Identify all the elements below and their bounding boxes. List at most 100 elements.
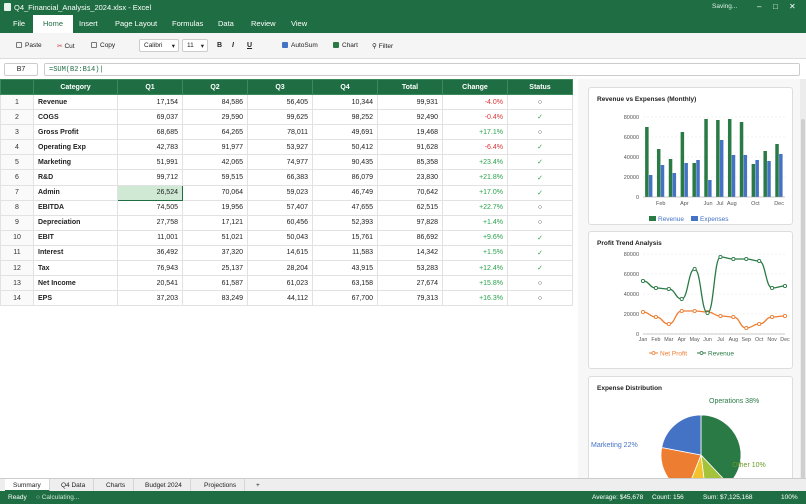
point-net-profit-sep[interactable] [744, 325, 749, 331]
total-cell[interactable]: 79,313 [377, 290, 443, 307]
q3-cell[interactable]: 14,615 [247, 244, 313, 262]
point-net-profit-oct[interactable] [757, 321, 762, 327]
q2-cell[interactable]: 83,249 [182, 290, 248, 307]
bar-revenue-feb[interactable] [656, 149, 661, 197]
total-cell[interactable]: 91,628 [377, 139, 443, 156]
change-cell[interactable]: +17.0% [442, 184, 508, 201]
revenue-expenses-chart-card[interactable]: Revenue vs Expenses (Monthly) 0 20000 4000… [588, 87, 793, 225]
bar-expenses-jun[interactable] [708, 180, 712, 197]
formula-input[interactable]: =SUM(B2:B14)| [44, 63, 800, 76]
bar-revenue-nov[interactable] [763, 151, 767, 197]
change-cell[interactable]: +22.7% [442, 199, 508, 216]
bar-revenue-sep[interactable] [739, 122, 744, 197]
category-cell[interactable]: COGS [33, 109, 118, 126]
tab-data[interactable]: Data [218, 19, 234, 28]
point-revenue-aug[interactable] [731, 256, 736, 262]
q3-cell[interactable]: 66,383 [247, 169, 313, 186]
category-cell[interactable]: Marketing [33, 154, 118, 171]
tab-review[interactable]: Review [251, 19, 276, 28]
status-cell[interactable]: ✓ [507, 169, 573, 186]
change-cell[interactable]: +21.8% [442, 169, 508, 186]
total-cell[interactable]: 99,931 [377, 93, 443, 111]
column-header-q4[interactable]: Q4 [312, 79, 378, 95]
q4-cell[interactable]: 86,079 [312, 169, 378, 186]
bar-expenses-jul[interactable] [719, 140, 724, 197]
q1-cell[interactable]: 68,685 [117, 124, 183, 141]
status-cell[interactable]: ○ [507, 199, 573, 216]
tab-page-layout[interactable]: Page Layout [115, 19, 158, 28]
q2-cell[interactable]: 61,587 [182, 275, 248, 292]
bar-revenue-oct[interactable] [751, 164, 756, 197]
row-number[interactable]: 1 [0, 93, 34, 111]
q4-cell[interactable]: 15,761 [312, 229, 378, 246]
column-header-q1[interactable]: Q1 [117, 79, 183, 95]
bar-expenses-may[interactable] [696, 160, 700, 197]
change-cell[interactable]: -6.4% [442, 139, 508, 156]
q4-cell[interactable]: 98,252 [312, 109, 378, 126]
point-net-profit-mar[interactable] [666, 321, 671, 327]
paste-button[interactable]: Paste [16, 42, 42, 49]
column-header-change[interactable]: Change [442, 79, 508, 95]
point-revenue-dec[interactable] [782, 283, 788, 289]
scroll-thumb[interactable] [801, 119, 805, 479]
category-cell[interactable]: Revenue [33, 93, 118, 111]
point-revenue-jun[interactable] [705, 310, 710, 316]
bar-revenue-aug[interactable] [727, 119, 732, 197]
status-cell[interactable]: ○ [507, 124, 573, 141]
bar-revenue-may[interactable] [692, 163, 696, 197]
bar-expenses-oct[interactable] [755, 160, 759, 197]
point-net-profit-may[interactable] [692, 308, 697, 314]
q2-cell[interactable]: 64,265 [182, 124, 248, 141]
category-cell[interactable]: Interest [33, 244, 118, 262]
change-cell[interactable]: -0.4% [442, 109, 508, 126]
pie-slice-0[interactable] [700, 414, 742, 485]
status-cell[interactable]: ✓ [507, 154, 573, 171]
expense-distribution-chart-card[interactable]: Expense Distribution Operations 38% Other… [588, 376, 793, 486]
tab-view[interactable]: View [291, 19, 308, 28]
q4-cell[interactable]: 50,412 [312, 139, 378, 156]
q4-cell[interactable]: 46,749 [312, 184, 378, 201]
change-cell[interactable]: +1.4% [442, 214, 508, 231]
bar-revenue-apr[interactable] [680, 132, 685, 197]
status-cell[interactable]: ○ [507, 290, 573, 307]
q3-cell[interactable]: 74,977 [247, 154, 313, 171]
change-cell[interactable]: +1.5% [442, 244, 508, 262]
filter-button[interactable]: ⚲ Filter [372, 42, 393, 50]
q4-cell[interactable]: 43,915 [312, 260, 378, 277]
tab-insert[interactable]: Insert [79, 19, 98, 28]
font-select[interactable]: Calibri ▾ [139, 39, 179, 52]
category-cell[interactable]: EBITDA [33, 199, 118, 216]
change-cell[interactable]: +16.3% [442, 290, 508, 307]
q3-cell[interactable]: 50,043 [247, 229, 313, 246]
total-cell[interactable]: 27,674 [377, 275, 443, 292]
q3-cell[interactable]: 56,405 [247, 93, 313, 111]
pie-slice-3[interactable] [660, 447, 702, 486]
q2-cell[interactable]: 37,320 [182, 244, 248, 262]
row-number[interactable]: 6 [0, 169, 34, 186]
q4-cell[interactable]: 67,700 [312, 290, 378, 307]
total-cell[interactable]: 92,490 [377, 109, 443, 126]
bar-expenses-nov[interactable] [767, 161, 771, 197]
column-header-status[interactable]: Status [507, 79, 573, 95]
bar-expenses-apr[interactable] [684, 163, 688, 197]
q1-cell[interactable]: 11,001 [117, 229, 183, 246]
point-net-profit-nov[interactable] [770, 314, 775, 320]
status-cell[interactable]: ○ [507, 93, 573, 111]
total-cell[interactable]: 85,358 [377, 154, 443, 171]
q2-cell[interactable]: 29,590 [182, 109, 248, 126]
q1-cell[interactable]: 26,524 [117, 184, 183, 201]
change-cell[interactable]: +9.6% [442, 229, 508, 246]
q1-cell[interactable]: 42,783 [117, 139, 183, 156]
maximize-icon[interactable]: □ [773, 2, 778, 11]
q1-cell[interactable]: 17,154 [117, 93, 183, 111]
total-cell[interactable]: 86,692 [377, 229, 443, 246]
q2-cell[interactable]: 84,586 [182, 93, 248, 111]
change-cell[interactable]: +15.8% [442, 275, 508, 292]
close-icon[interactable]: ✕ [789, 2, 796, 11]
point-revenue-oct[interactable] [757, 258, 762, 264]
total-cell[interactable]: 62,515 [377, 199, 443, 216]
status-cell[interactable]: ✓ [507, 260, 573, 277]
total-cell[interactable]: 70,642 [377, 184, 443, 201]
point-revenue-sep[interactable] [744, 256, 749, 262]
q1-cell[interactable]: 27,758 [117, 214, 183, 231]
